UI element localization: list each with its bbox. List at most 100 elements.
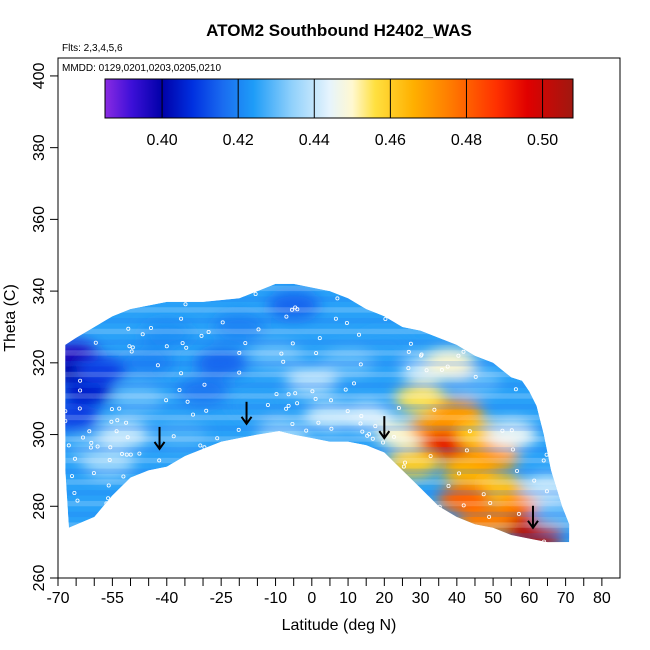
sample-dot [256,327,261,332]
sample-dot [102,303,107,308]
x-axis: -70 -55 -40 -25 -10 0 10 20 30 40 50 60 70 80 [46,578,611,607]
sample-dot [346,460,351,465]
sample-dot [75,498,80,503]
sample-dot [190,412,195,417]
sample-dot [307,472,312,477]
field-sample [394,384,447,413]
sample-dot [196,476,201,481]
sample-dot [106,483,111,488]
sample-dot [66,443,71,448]
sample-dot [404,494,409,499]
sample-dot [444,522,449,527]
x-tick-label: -55 [101,590,124,607]
sample-dot [184,284,189,289]
sample-dot [121,474,126,479]
y-tick-label: 300 [31,421,48,448]
sample-dot [131,479,136,484]
sample-dot [445,364,450,369]
sample-dot [65,418,68,423]
sample-dot [532,478,537,483]
field-sample [467,442,520,471]
sample-dot [179,371,184,376]
plot-area: 0.40 0.42 0.44 0.46 0.48 0.50 MMDD: 0129,0201… [57,57,621,579]
colorbar-tick-label: 0.40 [147,132,178,149]
sample-dot [393,538,398,543]
y-tick-label: 280 [31,493,48,520]
sample-dot [226,443,231,448]
arrow-marker [378,416,391,440]
field-sample [340,402,393,431]
sample-dot [325,475,330,480]
chart-title: ATOM2 Southbound H2402_WAS [206,21,472,40]
colorbar-tick-label: 0.46 [375,132,406,149]
sample-dot [109,419,114,424]
sample-dot [253,291,258,296]
sample-dot [439,306,444,311]
sample-dot [237,370,242,375]
sample-dot [314,351,319,356]
sample-dot [237,350,242,355]
x-tick-label: 60 [520,590,538,607]
sample-dot [107,457,112,462]
sample-dot [91,471,96,476]
sample-dot [229,532,234,537]
sample-dot [328,398,333,403]
sample-dot [338,274,341,277]
sample-dot [310,515,315,520]
sample-dot [344,320,349,325]
sample-dot [317,336,322,341]
sample-dot [114,429,119,434]
x-tick-label: 40 [448,590,466,607]
colorbar-tick-label: 0.48 [451,132,482,149]
sample-dot [109,407,114,412]
sample-dot [146,539,151,543]
x-tick-label: -70 [46,590,69,607]
sample-dot [553,390,558,395]
sample-dot [329,286,334,291]
sample-dot [281,359,286,364]
sample-dot [383,316,388,321]
sample-dot [488,500,493,505]
sample-dot [128,452,133,457]
field-band [65,425,570,431]
arrow-marker [527,505,539,530]
sample-dot [310,389,315,394]
sample-dot [236,427,241,432]
field-band [65,318,570,324]
sample-dot [71,328,76,333]
sample-dot [164,344,169,349]
sample-dot [358,421,363,426]
sample-dot [108,445,113,450]
sample-dot [380,440,385,445]
sample-dot [295,307,300,312]
sample-dot [295,401,300,406]
sample-dot [177,387,182,392]
sample-dot [78,388,83,393]
y-tick-label: 360 [31,206,48,233]
sample-dot [213,284,218,289]
sample-dot [183,302,188,307]
sample-dot [73,456,78,461]
sample-dot [184,345,189,350]
sample-dot [188,474,193,479]
sample-dot [338,451,343,456]
y-tick-label: 260 [31,565,48,592]
sample-dot [492,532,497,537]
sample-dot [224,497,229,502]
y-tick-label: 340 [31,278,48,305]
sample-dot [130,345,135,350]
sample-dot [359,413,364,418]
sample-dot [254,515,259,520]
sample-dot [126,326,131,331]
sample-dot [509,428,514,433]
sample-dot [258,472,263,477]
sample-dot [550,325,555,330]
sample-dot [179,316,184,321]
sample-dot [102,303,107,308]
y-tick-label: 380 [31,134,48,161]
field-sample [111,384,164,413]
sample-dot [147,539,152,543]
sample-dot [157,458,162,463]
x-tick-label: -40 [155,590,178,607]
